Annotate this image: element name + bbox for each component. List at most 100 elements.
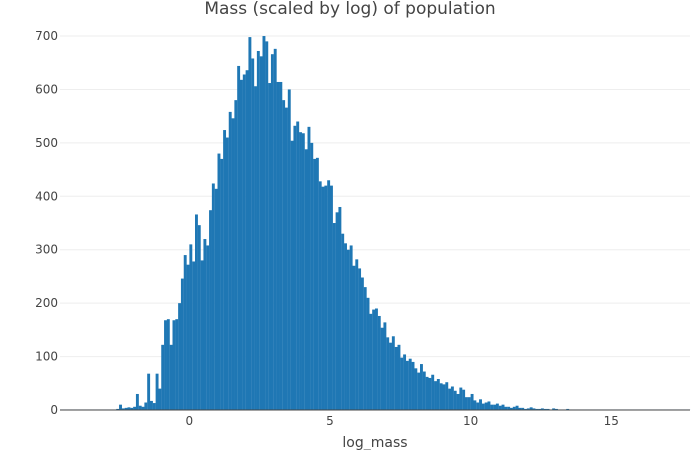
histogram-bar [296, 121, 300, 411]
histogram-bar [411, 361, 415, 410]
histogram-bar [220, 158, 224, 410]
histogram-bar [504, 406, 508, 410]
histogram-bar [358, 268, 362, 410]
histogram-bar [304, 149, 308, 411]
histogram-bar [256, 50, 260, 411]
histogram-bar [231, 118, 235, 411]
histogram-bar [462, 389, 466, 410]
histogram-bar [178, 303, 182, 410]
histogram-bar [248, 37, 252, 411]
histogram-bar [346, 249, 350, 410]
histogram-bar [355, 259, 359, 410]
x-tick-label: 5 [326, 414, 334, 428]
histogram-bar [290, 140, 294, 410]
histogram-bar [445, 382, 449, 410]
histogram-bar [214, 188, 218, 410]
histogram-bar [310, 142, 314, 410]
histogram-bar [515, 405, 519, 410]
histogram-bar [546, 408, 550, 410]
histogram-bar [391, 336, 395, 410]
histogram-bar [470, 393, 474, 410]
histogram-bar [501, 404, 505, 410]
histogram-bar [268, 83, 272, 410]
y-tick-label: 200 [35, 296, 58, 310]
histogram-bar [138, 405, 142, 410]
histogram-bar [366, 297, 370, 410]
histogram-bar [495, 403, 499, 410]
histogram-bar [456, 393, 460, 410]
histogram-bar [155, 373, 159, 410]
histogram-bar [487, 401, 491, 410]
histogram-bar [200, 260, 204, 410]
histogram-bar [158, 388, 162, 410]
histogram-bar [189, 244, 193, 410]
histogram-bar [217, 153, 221, 410]
histogram-bar [439, 383, 443, 410]
histogram-bar [262, 36, 266, 410]
histogram-bar [321, 186, 325, 410]
histogram-bar [124, 407, 128, 410]
histogram-bar [211, 183, 215, 410]
histogram-bar [369, 313, 373, 410]
histogram-bar [375, 308, 378, 410]
histogram-bar [436, 379, 440, 410]
histogram-bar [259, 56, 263, 410]
histogram-bar [152, 403, 156, 410]
histogram-bar [405, 360, 409, 410]
histogram-bar [476, 402, 480, 410]
histogram-bar [434, 381, 437, 410]
histogram-bar [372, 309, 376, 410]
histogram-bar [313, 158, 317, 410]
histogram-bar [510, 407, 513, 410]
histogram-bar [538, 408, 542, 410]
histogram-bar [479, 399, 482, 410]
x-tick-label: 0 [186, 414, 194, 428]
histogram-bar [420, 364, 423, 410]
histogram-bar [270, 54, 274, 411]
histogram-bar [133, 406, 137, 410]
histogram-bar [116, 408, 120, 410]
histogram-bar [383, 322, 387, 410]
histogram-bar [223, 130, 227, 410]
histogram-bar [459, 387, 463, 410]
histogram-bar [341, 233, 345, 410]
histogram-bar [127, 407, 131, 410]
histogram-bar [566, 408, 570, 410]
histogram-bar [282, 100, 286, 410]
histogram-bar [360, 277, 364, 410]
y-tick-labels: 0 100 200 300 400 500 600 700 [35, 29, 58, 417]
histogram-bar [301, 133, 305, 411]
histogram-bar [518, 407, 522, 410]
histogram-bar [524, 408, 527, 410]
histogram-bar [265, 41, 269, 410]
histogram-bar [403, 354, 407, 410]
histogram-bar [493, 404, 497, 410]
histogram-bar [453, 390, 457, 410]
x-tick-labels: 0 5 10 15 [186, 414, 619, 428]
histogram-bar [141, 406, 145, 410]
histogram-bar [521, 407, 525, 410]
histogram-bar [428, 377, 432, 410]
histogram-bar [166, 319, 170, 410]
y-tick-label: 300 [35, 243, 58, 257]
histogram-bar [192, 261, 196, 410]
histogram-bar [119, 404, 122, 410]
histogram-bar [349, 245, 353, 410]
histogram-bar [150, 400, 153, 410]
histogram-bar [228, 111, 232, 410]
histogram-bar [394, 346, 398, 410]
histogram-bar [555, 408, 558, 410]
histogram-bar [169, 344, 173, 410]
y-tick-label: 600 [35, 82, 58, 96]
histogram-bar [197, 225, 201, 410]
histogram-bar [276, 81, 280, 411]
histogram-bar [532, 408, 536, 410]
histogram-bar [285, 107, 288, 410]
histogram-bar [529, 407, 533, 410]
histogram-bar [225, 137, 229, 410]
histogram-bar [484, 402, 488, 410]
histogram-bar [161, 344, 165, 410]
histogram-bar [287, 89, 291, 410]
histogram-bar [135, 393, 139, 410]
